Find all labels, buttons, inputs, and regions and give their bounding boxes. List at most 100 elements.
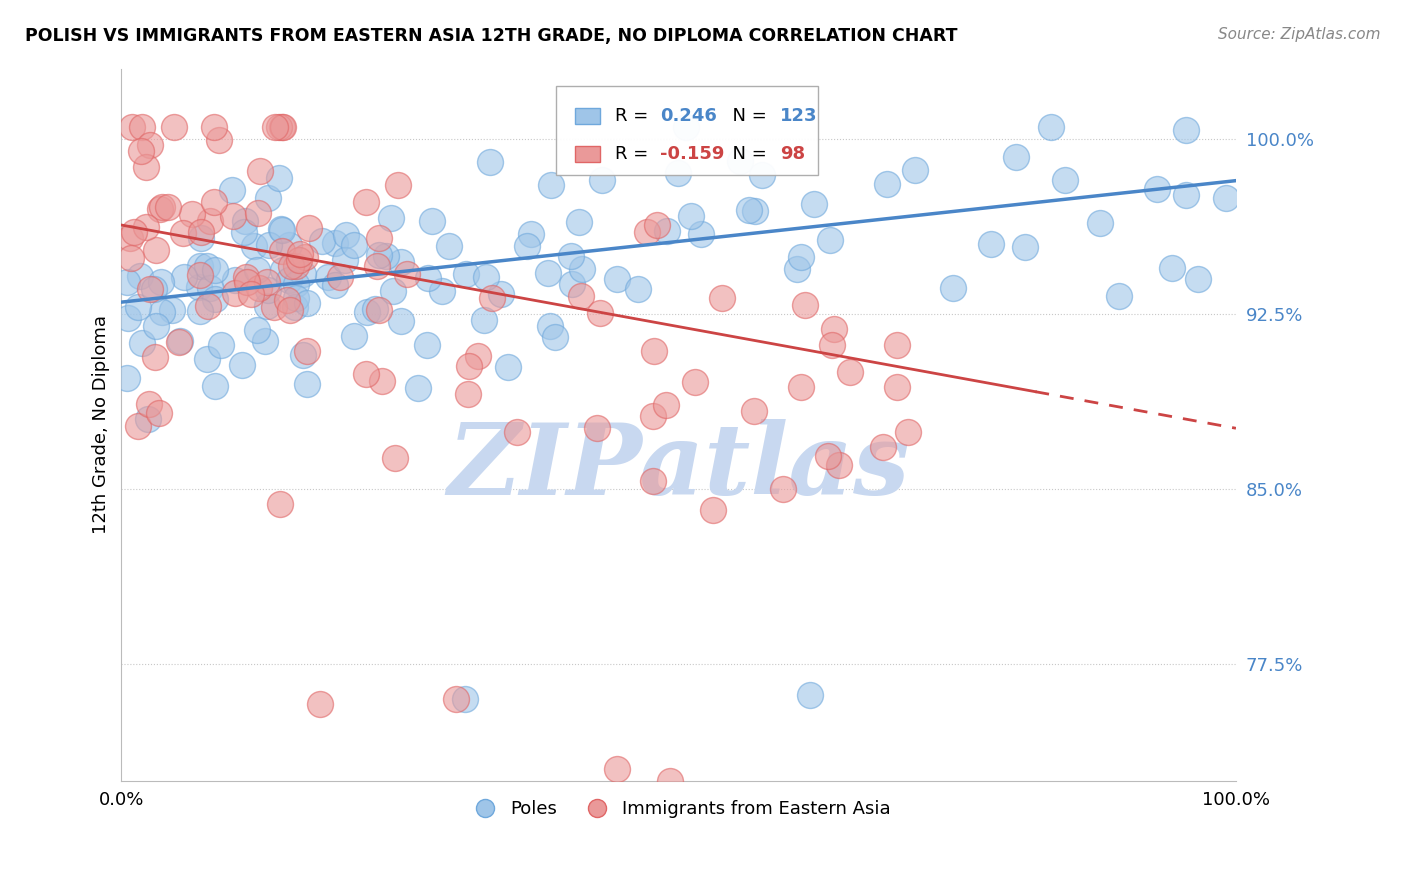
Point bbox=[233, 225, 256, 239]
Point bbox=[150, 305, 173, 319]
Point bbox=[368, 231, 391, 245]
Point bbox=[406, 382, 429, 396]
Point bbox=[897, 425, 920, 439]
Point bbox=[543, 329, 565, 343]
Point bbox=[1161, 260, 1184, 275]
Point bbox=[195, 352, 218, 367]
Point bbox=[1004, 150, 1026, 164]
Point bbox=[263, 300, 285, 314]
Point bbox=[198, 214, 221, 228]
Point bbox=[288, 252, 311, 267]
Point bbox=[475, 270, 498, 285]
Point bbox=[121, 120, 143, 134]
Point bbox=[1146, 182, 1168, 196]
Point bbox=[181, 207, 204, 221]
Point bbox=[202, 120, 225, 134]
Point bbox=[280, 259, 302, 273]
Point bbox=[150, 275, 173, 289]
Point bbox=[641, 474, 664, 488]
Point bbox=[246, 263, 269, 277]
Point bbox=[335, 227, 357, 242]
Point bbox=[458, 359, 481, 374]
Point bbox=[143, 350, 166, 364]
Point bbox=[794, 298, 817, 312]
Point bbox=[354, 194, 377, 209]
Point bbox=[744, 204, 766, 219]
Point bbox=[942, 281, 965, 295]
Point bbox=[738, 203, 761, 218]
Point bbox=[221, 183, 243, 197]
Point bbox=[257, 283, 280, 297]
Point bbox=[886, 338, 908, 352]
Point bbox=[172, 227, 194, 241]
Point bbox=[139, 138, 162, 153]
Text: 98: 98 bbox=[780, 145, 806, 163]
Point bbox=[772, 482, 794, 496]
Point bbox=[208, 133, 231, 147]
Point bbox=[839, 365, 862, 379]
Point bbox=[505, 425, 527, 439]
Point bbox=[537, 266, 560, 280]
Point bbox=[129, 144, 152, 158]
Point bbox=[1187, 272, 1209, 286]
Point bbox=[270, 244, 292, 258]
Point bbox=[681, 209, 703, 223]
Point bbox=[149, 202, 172, 217]
Point bbox=[127, 300, 149, 314]
Point bbox=[267, 171, 290, 186]
Point bbox=[270, 120, 292, 134]
Point bbox=[367, 302, 389, 317]
Point bbox=[790, 250, 813, 264]
Point bbox=[415, 338, 437, 352]
Point bbox=[790, 380, 813, 394]
FancyBboxPatch shape bbox=[575, 109, 599, 124]
Point bbox=[122, 225, 145, 239]
Point bbox=[457, 386, 479, 401]
Point bbox=[131, 335, 153, 350]
Point bbox=[364, 302, 387, 317]
Point bbox=[371, 374, 394, 388]
Point bbox=[145, 244, 167, 258]
Point bbox=[818, 233, 841, 247]
Point bbox=[872, 441, 894, 455]
Point bbox=[284, 300, 307, 314]
Point bbox=[643, 344, 665, 359]
Point bbox=[222, 209, 245, 223]
Point bbox=[437, 239, 460, 253]
Point bbox=[253, 334, 276, 349]
Point bbox=[823, 322, 845, 336]
Point bbox=[284, 259, 307, 273]
Point bbox=[561, 277, 583, 291]
Point bbox=[430, 285, 453, 299]
Point bbox=[391, 314, 413, 328]
FancyBboxPatch shape bbox=[575, 146, 599, 161]
Point bbox=[786, 261, 808, 276]
Point bbox=[481, 291, 503, 305]
Point bbox=[276, 293, 298, 308]
Point bbox=[311, 234, 333, 248]
Point bbox=[655, 224, 678, 238]
Point bbox=[318, 269, 340, 284]
Point bbox=[560, 249, 582, 263]
Point bbox=[163, 120, 186, 134]
Point bbox=[329, 270, 352, 285]
Point bbox=[690, 227, 713, 242]
Point bbox=[297, 343, 319, 358]
Point bbox=[120, 230, 142, 244]
Point bbox=[467, 349, 489, 363]
Point bbox=[235, 270, 257, 285]
Point bbox=[197, 299, 219, 313]
Point bbox=[710, 291, 733, 305]
Point bbox=[389, 254, 412, 268]
Point bbox=[387, 178, 409, 192]
Point bbox=[160, 303, 183, 318]
Point bbox=[173, 270, 195, 285]
Point bbox=[267, 120, 290, 134]
Point bbox=[886, 380, 908, 394]
Point bbox=[980, 237, 1002, 252]
Point bbox=[1039, 120, 1062, 134]
Point bbox=[295, 377, 318, 392]
Point bbox=[115, 370, 138, 384]
Point bbox=[380, 211, 402, 225]
Point bbox=[540, 178, 562, 193]
